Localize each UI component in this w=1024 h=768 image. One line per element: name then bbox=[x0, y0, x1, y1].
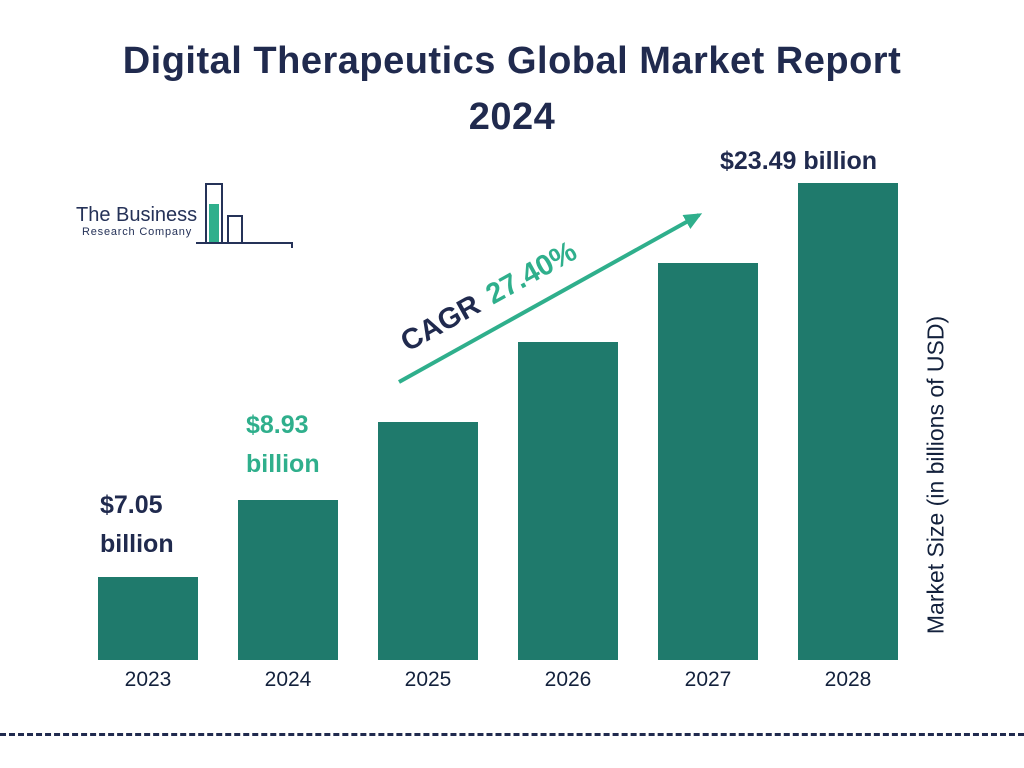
x-axis-label-2026: 2026 bbox=[544, 668, 592, 691]
x-axis-label-2024: 2024 bbox=[264, 668, 312, 691]
value-label-2028: $23.49 billion bbox=[720, 147, 878, 175]
value-label-2024: $8.93 billion bbox=[246, 411, 320, 478]
bar-chart bbox=[98, 183, 938, 660]
value-label-2023: $7.05 billion bbox=[100, 491, 174, 558]
logo-text-primary: The Business bbox=[76, 204, 198, 226]
x-axis-label-2023: 2023 bbox=[124, 668, 172, 691]
x-axis-label-2028: 2028 bbox=[824, 668, 872, 691]
company-logo: The Business Research Company bbox=[72, 178, 293, 253]
page-title: Digital Therapeutics Global Market Repor… bbox=[122, 40, 902, 82]
bar-2028 bbox=[798, 183, 898, 660]
bar-2025 bbox=[378, 422, 478, 660]
x-axis-label-2025: 2025 bbox=[404, 668, 452, 691]
x-axis-labels: 2023 2024 2025 2026 2027 2028 bbox=[98, 668, 938, 692]
page-title-year: 2024 bbox=[468, 96, 556, 138]
bar-2023 bbox=[98, 577, 198, 660]
bottom-dashed-divider bbox=[0, 733, 1024, 736]
logo-barchart-icon bbox=[196, 183, 293, 248]
bar-2027 bbox=[658, 263, 758, 660]
bar-2024 bbox=[238, 500, 338, 660]
bar-2026 bbox=[518, 342, 618, 660]
logo-text-secondary: Research Company bbox=[82, 226, 193, 238]
x-axis-label-2027: 2027 bbox=[684, 668, 732, 691]
y-axis-title: Market Size (in billions of USD) bbox=[922, 315, 949, 635]
